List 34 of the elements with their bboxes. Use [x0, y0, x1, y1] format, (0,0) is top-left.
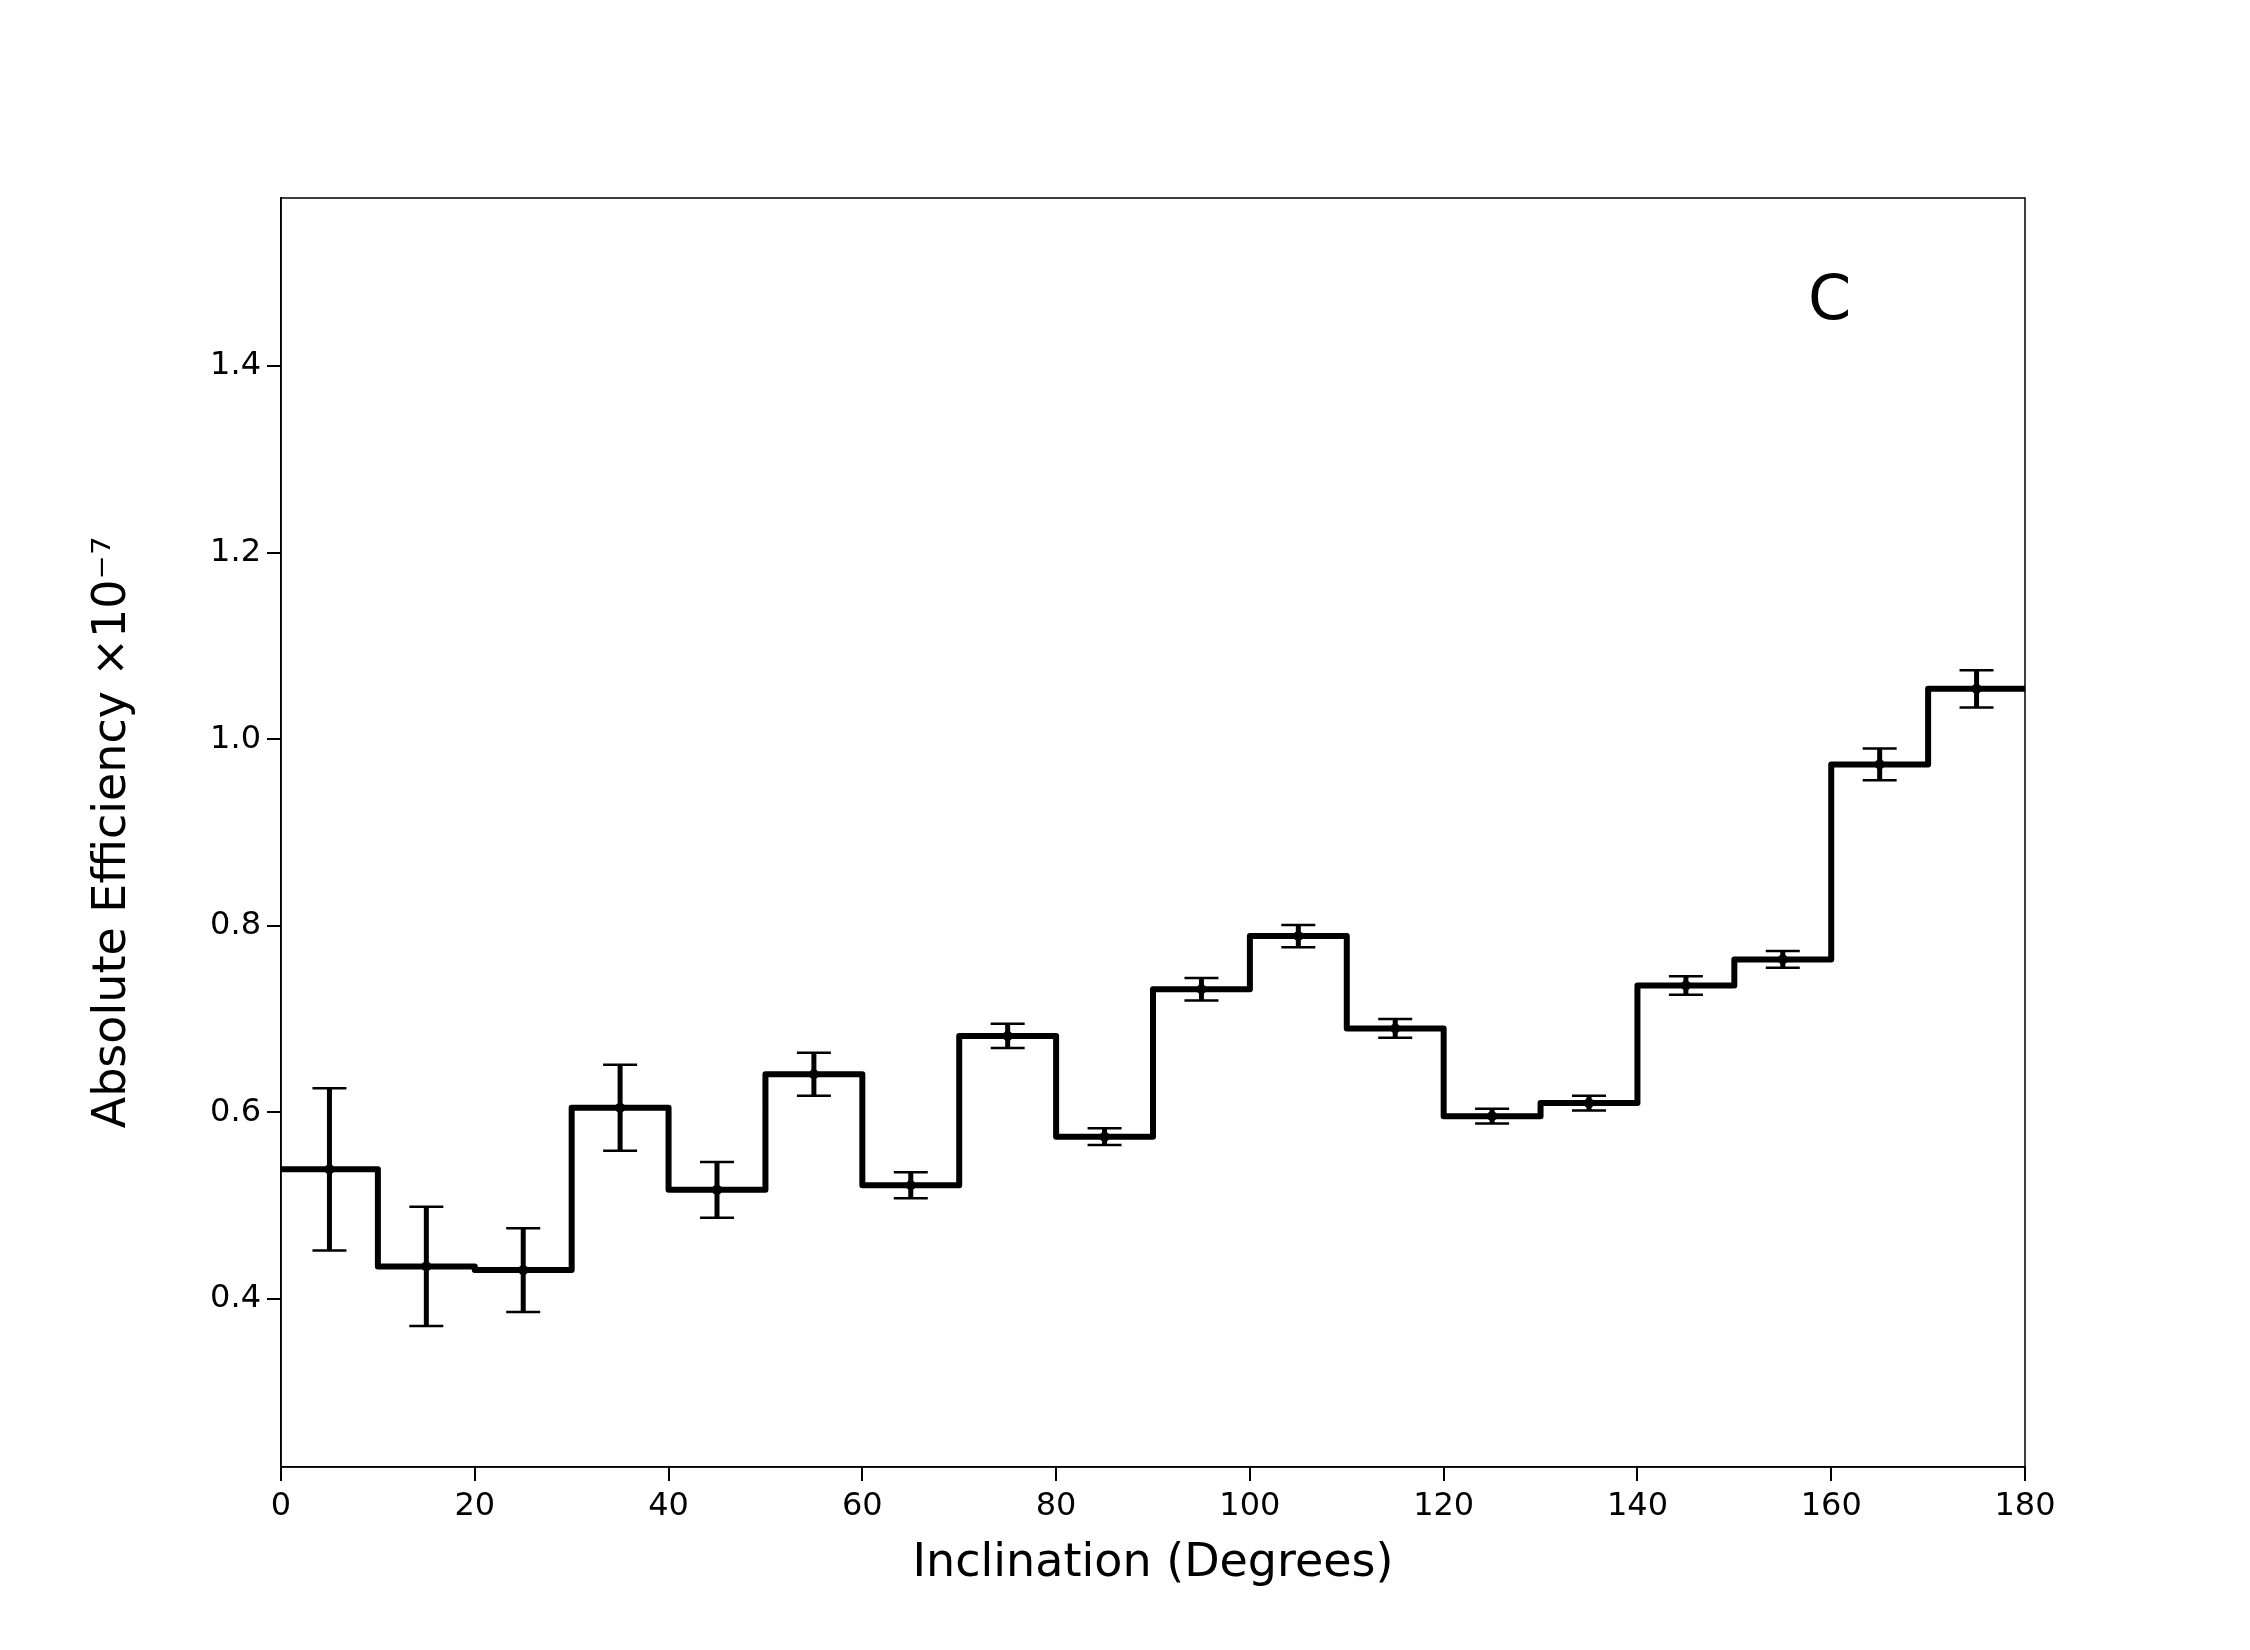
point: [905, 1180, 916, 1191]
point: [712, 1184, 722, 1195]
point: [421, 1261, 432, 1272]
y-tick-label: 0.4: [210, 1277, 261, 1316]
x-tick-label: 180: [1994, 1484, 2056, 1523]
point: [1002, 1030, 1013, 1041]
point: [1293, 931, 1304, 942]
y-tick-label: 0.6: [210, 1090, 261, 1129]
point: [1390, 1023, 1401, 1034]
x-tick-label: 40: [648, 1484, 689, 1523]
point: [615, 1102, 626, 1113]
y-axis-title: Absolute Efficiency ×10⁻⁷: [81, 536, 136, 1129]
x-tick-label: 80: [1035, 1484, 1077, 1523]
y-tick-label: 0.8: [210, 904, 261, 943]
point: [1196, 984, 1207, 995]
x-tick-label: 20: [454, 1484, 496, 1523]
annotation: C: [1808, 261, 1852, 335]
point: [1874, 759, 1885, 770]
x-tick-label: 60: [841, 1484, 883, 1523]
point: [1680, 980, 1691, 991]
x-tick-label: 140: [1606, 1484, 1668, 1523]
y-tick-label: 1.2: [210, 530, 261, 569]
point: [1971, 683, 1982, 694]
point: [1099, 1131, 1110, 1142]
point: [518, 1265, 529, 1276]
x-axis-title: Inclination (Degrees): [912, 1533, 1394, 1588]
y-tick-label: 1.0: [210, 717, 261, 756]
x-tick-label: 160: [1800, 1484, 1862, 1523]
point: [324, 1164, 335, 1175]
x-tick-label: 0: [270, 1484, 292, 1523]
point: [808, 1069, 819, 1080]
x-tick-label: 100: [1219, 1484, 1281, 1523]
y-tick-label: 1.4: [210, 344, 261, 383]
x-tick-label: 120: [1413, 1484, 1475, 1523]
